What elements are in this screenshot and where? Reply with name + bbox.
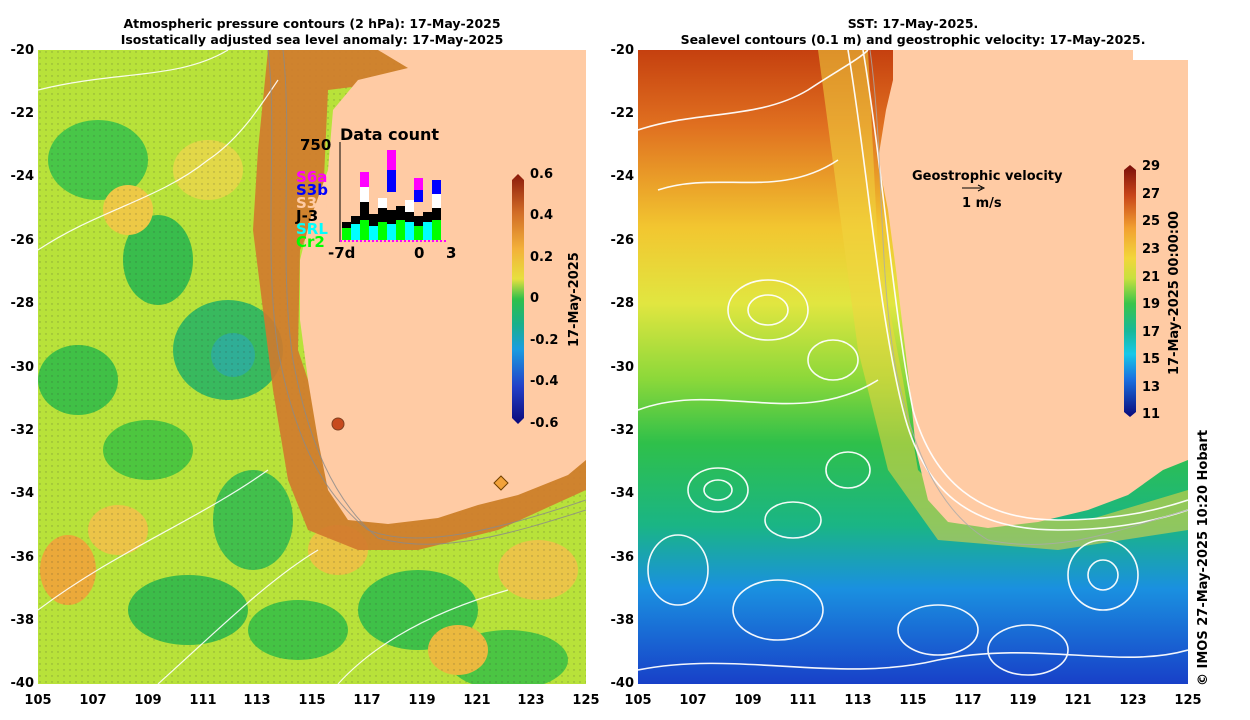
right-x-tick: 121	[1064, 693, 1092, 708]
left-x-tick: 105	[24, 693, 52, 708]
right-cbar-tick: 21	[1142, 270, 1161, 285]
right-x-tick: 105	[624, 693, 652, 708]
right-title-line2: Sealevel contours (0.1 m) and geostrophi…	[680, 32, 1146, 47]
inset-x-label: 3	[446, 244, 457, 262]
right-cbar-tick: 27	[1142, 187, 1161, 202]
right-x-tick: 111	[789, 693, 817, 708]
left-y-tick: -20	[10, 43, 35, 58]
left-x-tick: 123	[517, 693, 545, 708]
right-cbar-tick: 19	[1142, 297, 1161, 312]
legend-s3a: S3a	[296, 194, 328, 212]
velocity-scale: 1 m/s	[962, 196, 1002, 211]
right-x-tick: 117	[954, 693, 982, 708]
right-cbar-tick: 25	[1142, 214, 1161, 229]
velocity-arrow-icon	[962, 184, 986, 192]
left-x-tick: 109	[134, 693, 162, 708]
left-y-tick: -40	[10, 676, 35, 691]
left-x-tick: 119	[408, 693, 436, 708]
right-y-tick: -26	[610, 233, 635, 248]
inset-ymax: 750	[300, 136, 332, 154]
right-cbar-tick: 11	[1142, 407, 1161, 422]
right-cbar-label: 17-May-2025 00:00:00	[1167, 210, 1182, 375]
right-cbar-tick: 15	[1142, 352, 1161, 367]
left-x-tick: 125	[572, 693, 600, 708]
left-x-tick: 111	[189, 693, 217, 708]
left-cbar-tick: -0.2	[530, 333, 559, 348]
right-cbar-tick: 13	[1142, 380, 1161, 395]
left-y-tick: -30	[10, 360, 35, 375]
left-y-tick: -24	[10, 169, 35, 184]
left-colorbar	[512, 174, 524, 424]
inset-x-label: -7d	[328, 244, 356, 262]
legend-cr2: Cr2	[296, 233, 325, 251]
right-y-tick: -20	[610, 43, 635, 58]
right-y-tick: -36	[610, 550, 635, 565]
left-title-line2: Isostatically adjusted sea level anomaly…	[120, 32, 504, 47]
right-y-tick: -34	[610, 486, 635, 501]
left-y-tick: -32	[10, 423, 35, 438]
right-y-tick: -40	[610, 676, 635, 691]
right-x-tick: 115	[899, 693, 927, 708]
right-x-tick: 109	[734, 693, 762, 708]
right-x-tick: 123	[1119, 693, 1147, 708]
legend-srl: SRL	[296, 220, 328, 238]
right-map	[638, 50, 1188, 684]
left-cbar-tick: 0.6	[530, 167, 554, 182]
left-cbar-tick: -0.6	[530, 416, 559, 431]
right-colorbar	[1124, 165, 1136, 417]
left-cbar-tick: 0.2	[530, 250, 554, 265]
legend-j3: J-3	[296, 207, 319, 225]
right-x-tick: 125	[1174, 693, 1202, 708]
left-cbar-label: 17-May-2025	[567, 252, 582, 347]
right-cbar-tick: 29	[1142, 159, 1161, 174]
left-x-tick: 113	[243, 693, 271, 708]
left-y-tick: -28	[10, 296, 35, 311]
left-x-tick: 115	[298, 693, 326, 708]
left-cbar-tick: 0	[530, 291, 540, 306]
right-cbar-tick: 17	[1142, 325, 1161, 340]
right-x-tick: 119	[1009, 693, 1037, 708]
legend-s3b: S3b	[296, 181, 328, 199]
left-title-line1: Atmospheric pressure contours (2 hPa): 1…	[123, 16, 501, 31]
left-map	[38, 50, 586, 684]
left-cbar-tick: -0.4	[530, 374, 559, 389]
left-y-tick: -38	[10, 613, 35, 628]
left-x-tick: 117	[353, 693, 381, 708]
right-y-tick: -24	[610, 169, 635, 184]
inset-x-label: 0	[414, 244, 425, 262]
right-y-tick: -32	[610, 423, 635, 438]
left-cbar-tick: 0.4	[530, 208, 554, 223]
left-x-tick: 107	[79, 693, 107, 708]
right-y-tick: -28	[610, 296, 635, 311]
right-y-tick: -38	[610, 613, 635, 628]
left-y-tick: -36	[10, 550, 35, 565]
inset-title: Data count	[340, 125, 439, 144]
left-y-tick: -34	[10, 486, 35, 501]
right-y-tick: -22	[610, 106, 635, 121]
right-x-tick: 107	[679, 693, 707, 708]
velocity-label: Geostrophic velocity	[912, 169, 1063, 184]
left-y-tick: -22	[10, 106, 35, 121]
right-y-tick: -30	[610, 360, 635, 375]
legend-s6a: S6a	[296, 168, 328, 186]
left-x-tick: 121	[463, 693, 491, 708]
inset-bars	[339, 142, 448, 242]
left-y-tick: -26	[10, 233, 35, 248]
right-title-line1: SST: 17-May-2025.	[847, 16, 979, 31]
right-x-tick: 113	[844, 693, 872, 708]
credit-text: © IMOS 27-May-2025 10:20 Hobart	[1196, 429, 1211, 686]
right-cbar-tick: 23	[1142, 242, 1161, 257]
